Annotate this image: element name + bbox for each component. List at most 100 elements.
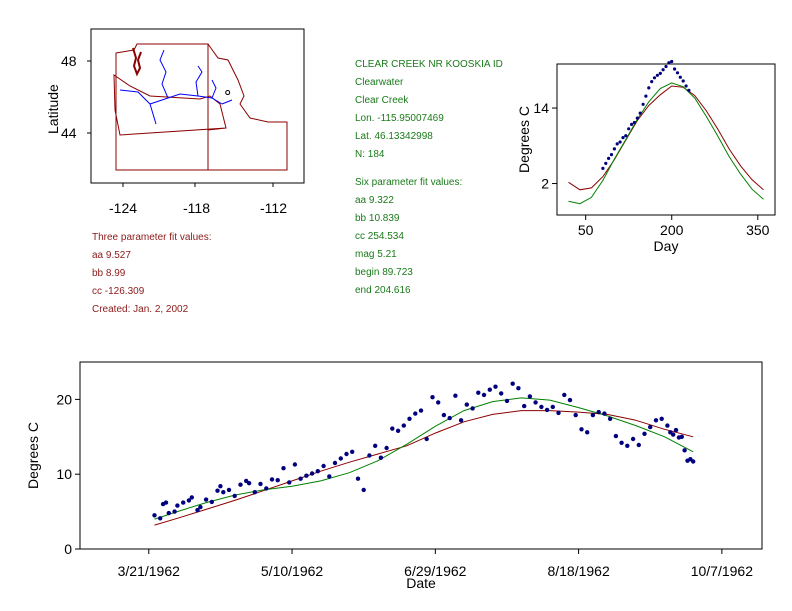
data-point xyxy=(436,400,441,405)
data-point xyxy=(607,156,611,160)
data-point xyxy=(601,166,605,170)
day-of-year-chart: 50 200 350 2 14 Day Degrees C xyxy=(516,59,776,254)
data-point xyxy=(671,432,676,437)
data-point xyxy=(315,469,320,474)
data-point xyxy=(430,395,435,400)
map-xtick: -124 xyxy=(109,200,137,216)
station-lon: Lon. -115.95007469 xyxy=(355,113,444,124)
y-tick-label: 0 xyxy=(64,541,72,557)
data-point xyxy=(384,445,389,451)
data-point xyxy=(395,428,401,433)
data-point xyxy=(604,161,608,165)
y-tick-label: 14 xyxy=(533,100,549,116)
data-point xyxy=(659,416,664,421)
station-panel: CLEAR CREEK NR KOOSKIA ID Clearwater Cle… xyxy=(355,56,503,164)
data-point xyxy=(327,474,332,479)
data-point xyxy=(550,404,555,410)
data-point xyxy=(309,471,315,476)
data-point xyxy=(675,71,680,75)
three-param-heading: Three parameter fit values: xyxy=(92,232,212,243)
six-parameter-fit-line xyxy=(568,82,764,205)
data-point xyxy=(556,410,561,416)
state-map: -124 -118 -112 48 44 Latitude xyxy=(45,28,305,216)
data-point xyxy=(516,386,521,391)
data-point xyxy=(607,416,613,421)
data-point xyxy=(682,448,687,453)
data-point xyxy=(624,134,628,138)
data-point xyxy=(453,393,458,398)
map-ticks xyxy=(87,60,274,187)
data-point xyxy=(275,478,280,483)
data-point xyxy=(281,466,286,471)
y-tick-label: 10 xyxy=(56,466,72,482)
data-point xyxy=(585,430,590,435)
data-point xyxy=(681,79,685,83)
data-point xyxy=(198,504,203,510)
x-tick-label: 50 xyxy=(578,222,594,238)
six-param-mag: mag 5.21 xyxy=(355,249,397,260)
data-point xyxy=(667,61,671,65)
data-point xyxy=(673,67,677,71)
x-tick-label: 3/21/1962 xyxy=(118,563,180,579)
six-parameter-fit-line xyxy=(154,397,694,520)
data-point xyxy=(510,381,515,386)
plot-frame xyxy=(79,361,763,550)
data-point xyxy=(195,507,200,513)
data-point xyxy=(573,412,578,418)
data-point xyxy=(635,116,639,120)
data-point xyxy=(464,402,469,407)
x-tick-label: 5/10/1962 xyxy=(261,563,323,579)
data-point xyxy=(246,481,252,486)
data-point xyxy=(652,76,657,80)
data-point xyxy=(378,455,384,460)
y-axis-label: Degrees C xyxy=(516,106,532,173)
data-point xyxy=(579,427,584,432)
data-point xyxy=(664,64,668,69)
data-point xyxy=(619,440,624,445)
data-point xyxy=(499,391,504,396)
data-point xyxy=(373,443,378,448)
map-ytick: 48 xyxy=(61,53,77,69)
map-xtick: -112 xyxy=(260,200,287,216)
data-point xyxy=(350,449,355,454)
data-point xyxy=(172,509,177,514)
data-point xyxy=(344,451,349,457)
three-parameter-fit-line xyxy=(568,85,764,191)
data-point xyxy=(226,487,232,493)
data-point xyxy=(209,499,214,505)
data-point xyxy=(367,453,372,458)
data-point xyxy=(687,88,691,92)
data-point xyxy=(401,423,406,428)
station-lat: Lat. 46.13342998 xyxy=(355,131,433,142)
map-ylabel: Latitude xyxy=(45,84,61,134)
data-point xyxy=(269,477,275,482)
data-point xyxy=(665,423,670,428)
data-point xyxy=(407,416,412,421)
data-point xyxy=(522,403,527,409)
data-point xyxy=(636,442,641,448)
data-point xyxy=(447,415,452,421)
data-point xyxy=(650,80,654,84)
data-point xyxy=(487,387,492,392)
data-point xyxy=(158,516,163,521)
six-param-panel: Six parameter fit values: aa 9.322 bb 10… xyxy=(355,174,462,300)
three-param-panel: Three parameter fit values: aa 9.527 bb … xyxy=(92,229,212,319)
data-point xyxy=(481,392,487,398)
data-point xyxy=(684,84,688,88)
data-point xyxy=(493,384,498,389)
six-param-begin: begin 89.723 xyxy=(355,267,413,278)
data-point xyxy=(678,75,682,79)
data-point xyxy=(504,398,510,404)
data-point xyxy=(618,140,622,144)
data-point xyxy=(203,497,209,502)
data-point xyxy=(390,426,395,431)
rivers xyxy=(119,49,233,125)
three-parameter-fit-line xyxy=(154,410,694,526)
data-point xyxy=(562,392,567,398)
three-param-bb: bb 8.99 xyxy=(92,268,126,279)
state-outlines xyxy=(113,43,288,171)
data-point xyxy=(613,433,619,439)
data-point xyxy=(238,482,243,487)
six-param-end: end 204.616 xyxy=(355,285,411,296)
data-point xyxy=(632,120,636,125)
